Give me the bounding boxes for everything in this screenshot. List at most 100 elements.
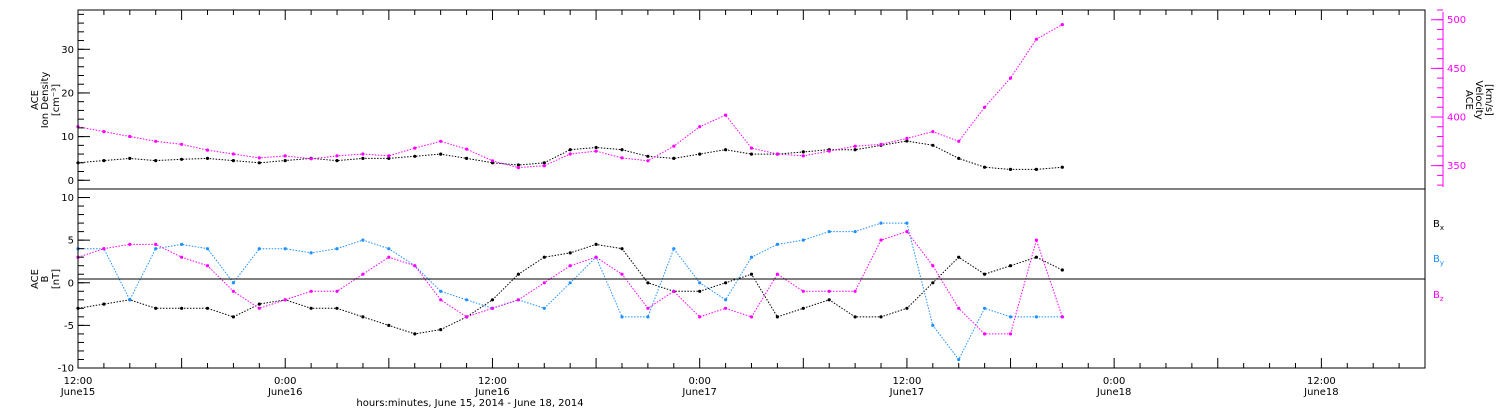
Bx-point: [801, 306, 805, 310]
legend-bz-label: B: [1433, 290, 1440, 301]
By-point: [775, 242, 780, 246]
date-tick-label: June17: [681, 387, 717, 398]
By-point: [724, 298, 728, 302]
legend-by-sub: y: [1440, 259, 1444, 267]
density-point: [749, 152, 754, 156]
velocity-point: [957, 139, 961, 143]
velocity-point: [180, 142, 184, 146]
Bz-point: [853, 289, 857, 293]
density-point: [568, 148, 572, 152]
density-point: [516, 163, 521, 167]
density-point: [413, 154, 417, 158]
density-point: [257, 161, 261, 165]
Bz-point: [801, 289, 805, 293]
By-point: [180, 242, 184, 246]
By-point: [283, 247, 287, 251]
field-label-line3: [nT]: [51, 269, 62, 289]
field-label-line2: B: [40, 275, 51, 282]
Bz-point: [1034, 238, 1038, 242]
density-tick-label: 30: [61, 45, 74, 56]
By-point: [154, 247, 158, 251]
time-tick-label: 0:00: [274, 376, 296, 387]
density-point: [283, 159, 287, 163]
velocity-point: [465, 147, 469, 151]
velocity-label-line3: [km/s]: [1483, 84, 1494, 116]
By-point: [257, 247, 261, 251]
density-point: [180, 157, 184, 161]
By-point: [749, 255, 754, 259]
legend-bx-sub: x: [1440, 224, 1444, 232]
time-tick-label: 12:00: [893, 376, 922, 387]
density-point: [205, 156, 210, 160]
Bz-point: [672, 289, 676, 293]
legend-by: By: [1433, 254, 1444, 267]
Bz-point: [361, 272, 365, 276]
field-tick-label: 10: [61, 193, 74, 204]
By-point: [309, 251, 313, 255]
Bx-point: [231, 315, 235, 319]
velocity-point: [387, 154, 391, 158]
Bx-point: [594, 242, 598, 246]
density-label-line1: ACE: [30, 90, 41, 110]
field-tick-label: -10: [58, 364, 74, 375]
time-axis: 12:00June150:00June1612:00June160:00June…: [60, 10, 1426, 398]
Bx-point: [698, 289, 702, 293]
Bx-point: [827, 298, 831, 302]
field-tick-label: 5: [68, 236, 74, 247]
density-point: [1008, 167, 1013, 171]
Bx-point: [749, 272, 754, 276]
Bx-point: [931, 281, 935, 285]
velocity-point: [724, 113, 728, 117]
By-point: [205, 247, 210, 251]
legend-bz-sub: z: [1440, 295, 1444, 303]
Bz-point: [905, 230, 909, 234]
Bz-point: [516, 298, 521, 302]
density-point: [154, 159, 158, 163]
Bx-point: [387, 323, 391, 327]
Bx-point: [205, 306, 210, 310]
density-point: [439, 152, 443, 156]
Bz-point: [335, 289, 339, 293]
magnetic-field-data: [76, 221, 1064, 362]
velocity-point: [749, 146, 754, 150]
Bz-point: [413, 264, 417, 268]
By-point: [879, 221, 883, 225]
velocity-point: [801, 154, 805, 158]
By-point: [361, 238, 365, 242]
velocity-point: [646, 159, 650, 163]
velocity-point: [931, 130, 935, 134]
By-point: [672, 247, 676, 251]
date-tick-label: June17: [889, 387, 925, 398]
time-tick-label: 12:00: [64, 376, 93, 387]
density-point: [335, 159, 339, 163]
velocity-point: [309, 157, 313, 161]
Bz-point: [387, 255, 391, 259]
Bz-point: [154, 242, 158, 246]
By-point: [465, 298, 469, 302]
Bz-point: [439, 298, 443, 302]
density-point: [905, 139, 909, 143]
velocity-tick-label: 350: [1447, 161, 1466, 172]
velocity-point: [594, 149, 598, 153]
field-axis: -10 -5 0 5 10: [58, 193, 90, 375]
density-point: [672, 156, 676, 160]
Bx-point: [361, 315, 365, 319]
date-tick-label: June18: [1096, 387, 1132, 398]
Bx-point: [879, 315, 883, 319]
Bz-point: [180, 255, 184, 259]
field-tick-label: 0: [68, 278, 74, 289]
time-tick-label: 0:00: [1103, 376, 1125, 387]
Bx-point: [154, 306, 158, 310]
velocity-label-line1: ACE: [1463, 90, 1474, 110]
Bz-point: [827, 289, 831, 293]
By-point: [957, 357, 961, 362]
By-point: [439, 289, 443, 293]
density-point: [801, 150, 805, 154]
Bz-point: [205, 264, 210, 268]
By-point: [801, 238, 805, 242]
Bz-point: [1060, 315, 1064, 319]
velocity-tick-label: 400: [1447, 113, 1466, 124]
density-label-line2: Ion Density: [40, 72, 51, 129]
